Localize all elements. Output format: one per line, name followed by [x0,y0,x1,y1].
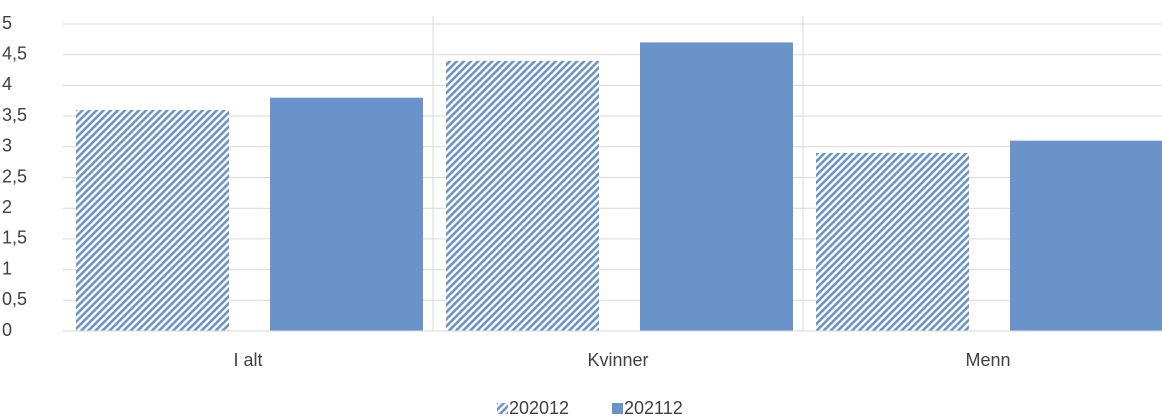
y-tick-label: 0,5 [2,289,27,309]
y-tick-label: 2 [2,197,12,217]
y-tick-label: 0 [2,320,12,340]
x-tick-label: Kvinner [587,350,648,370]
bar [270,97,423,332]
y-tick-label: 3,5 [2,105,27,125]
y-tick-label: 4,5 [2,43,27,63]
legend-swatch [497,403,508,414]
y-tick-label: 4 [2,74,12,94]
bar [1010,140,1162,331]
bar [76,109,229,332]
legend-label: 202112 [624,398,683,418]
legend-swatch [612,403,623,414]
y-tick-label: 5 [2,13,12,33]
x-tick-label: Menn [965,350,1010,370]
y-tick-label: 2,5 [2,166,27,186]
x-tick-label: I alt [233,350,262,370]
y-tick-label: 3 [2,136,12,156]
y-tick-label: 1,5 [2,228,27,248]
y-tick-label: 1 [2,258,12,278]
bar [640,42,793,332]
legend-label: 202012 [509,398,569,418]
bar [816,152,969,331]
bar [446,60,599,332]
